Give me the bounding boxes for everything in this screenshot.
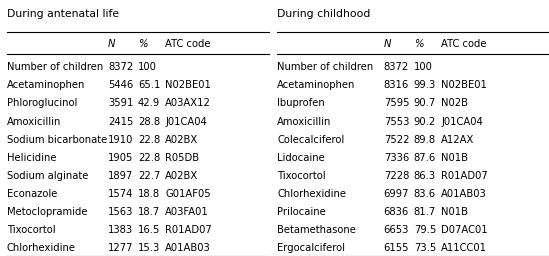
Text: 7336: 7336 [384, 153, 409, 163]
Text: 1897: 1897 [108, 171, 133, 181]
Text: N02BE01: N02BE01 [441, 80, 487, 90]
Text: 1563: 1563 [108, 207, 133, 217]
Text: Number of children: Number of children [7, 62, 103, 72]
Text: 73.5: 73.5 [414, 243, 436, 253]
Text: 22.7: 22.7 [138, 171, 160, 181]
Text: 2415: 2415 [108, 116, 133, 126]
Text: Helicidine: Helicidine [7, 153, 57, 163]
Text: 42.9: 42.9 [138, 98, 160, 108]
Text: R05DB: R05DB [165, 153, 199, 163]
Text: A03FA01: A03FA01 [165, 207, 209, 217]
Text: Sodium alginate: Sodium alginate [7, 171, 88, 181]
Text: 18.7: 18.7 [138, 207, 160, 217]
Text: 3591: 3591 [108, 98, 133, 108]
Text: 8372: 8372 [108, 62, 133, 72]
Text: 89.8: 89.8 [414, 135, 436, 145]
Text: 6653: 6653 [384, 225, 409, 235]
Text: 99.3: 99.3 [414, 80, 436, 90]
Text: 86.3: 86.3 [414, 171, 436, 181]
Text: Chlorhexidine: Chlorhexidine [277, 189, 346, 199]
Text: ATC code: ATC code [441, 39, 486, 49]
Text: 7553: 7553 [384, 116, 409, 126]
Text: 18.8: 18.8 [138, 189, 160, 199]
Text: A11CC01: A11CC01 [441, 243, 487, 253]
Text: Lidocaine: Lidocaine [277, 153, 325, 163]
Text: 65.1: 65.1 [138, 80, 160, 90]
Text: 100: 100 [414, 62, 433, 72]
Text: 6997: 6997 [384, 189, 409, 199]
Text: 1905: 1905 [108, 153, 133, 163]
Text: 79.5: 79.5 [414, 225, 436, 235]
Text: N: N [384, 39, 391, 49]
Text: 1574: 1574 [108, 189, 133, 199]
Text: 7595: 7595 [384, 98, 409, 108]
Text: Metoclopramide: Metoclopramide [7, 207, 87, 217]
Text: %: % [414, 39, 423, 49]
Text: %: % [138, 39, 148, 49]
Text: 100: 100 [138, 62, 157, 72]
Text: 8372: 8372 [384, 62, 409, 72]
Text: Ergocalciferol: Ergocalciferol [277, 243, 345, 253]
Text: Acetaminophen: Acetaminophen [7, 80, 85, 90]
Text: 83.6: 83.6 [414, 189, 436, 199]
Text: 6155: 6155 [384, 243, 409, 253]
Text: A03AX12: A03AX12 [165, 98, 211, 108]
Text: Chlorhexidine: Chlorhexidine [7, 243, 76, 253]
Text: Colecalciferol: Colecalciferol [277, 135, 344, 145]
Text: 16.5: 16.5 [138, 225, 160, 235]
Text: Betamethasone: Betamethasone [277, 225, 356, 235]
Text: ATC code: ATC code [165, 39, 211, 49]
Text: Number of children: Number of children [277, 62, 373, 72]
Text: Acetaminophen: Acetaminophen [277, 80, 356, 90]
Text: 28.8: 28.8 [138, 116, 160, 126]
Text: Sodium bicarbonate: Sodium bicarbonate [7, 135, 107, 145]
Text: 22.8: 22.8 [138, 153, 160, 163]
Text: Amoxicillin: Amoxicillin [7, 116, 61, 126]
Text: 5446: 5446 [108, 80, 133, 90]
Text: 87.6: 87.6 [414, 153, 436, 163]
Text: A12AX: A12AX [441, 135, 474, 145]
Text: 8316: 8316 [384, 80, 409, 90]
Text: A02BX: A02BX [165, 171, 199, 181]
Text: 15.3: 15.3 [138, 243, 160, 253]
Text: 1383: 1383 [108, 225, 133, 235]
Text: J01CA04: J01CA04 [165, 116, 207, 126]
Text: 6836: 6836 [384, 207, 409, 217]
Text: D07AC01: D07AC01 [441, 225, 488, 235]
Text: A01AB03: A01AB03 [165, 243, 211, 253]
Text: 90.7: 90.7 [414, 98, 436, 108]
Text: Prilocaine: Prilocaine [277, 207, 326, 217]
Text: Phloroglucinol: Phloroglucinol [7, 98, 77, 108]
Text: Econazole: Econazole [7, 189, 57, 199]
Text: Tixocortol: Tixocortol [7, 225, 55, 235]
Text: 81.7: 81.7 [414, 207, 436, 217]
Text: 1277: 1277 [108, 243, 133, 253]
Text: G01AF05: G01AF05 [165, 189, 211, 199]
Text: J01CA04: J01CA04 [441, 116, 483, 126]
Text: N: N [108, 39, 115, 49]
Text: N01B: N01B [441, 153, 468, 163]
Text: N01B: N01B [441, 207, 468, 217]
Text: R01AD07: R01AD07 [441, 171, 488, 181]
Text: A01AB03: A01AB03 [441, 189, 487, 199]
Text: 22.8: 22.8 [138, 135, 160, 145]
Text: 1910: 1910 [108, 135, 133, 145]
Text: R01AD07: R01AD07 [165, 225, 212, 235]
Text: A02BX: A02BX [165, 135, 199, 145]
Text: During antenatal life: During antenatal life [7, 9, 119, 19]
Text: Ibuprofen: Ibuprofen [277, 98, 325, 108]
Text: Amoxicillin: Amoxicillin [277, 116, 332, 126]
Text: N02B: N02B [441, 98, 468, 108]
Text: 7228: 7228 [384, 171, 409, 181]
Text: During childhood: During childhood [277, 9, 371, 19]
Text: 7522: 7522 [384, 135, 409, 145]
Text: 90.2: 90.2 [414, 116, 436, 126]
Text: N02BE01: N02BE01 [165, 80, 211, 90]
Text: Tixocortol: Tixocortol [277, 171, 326, 181]
